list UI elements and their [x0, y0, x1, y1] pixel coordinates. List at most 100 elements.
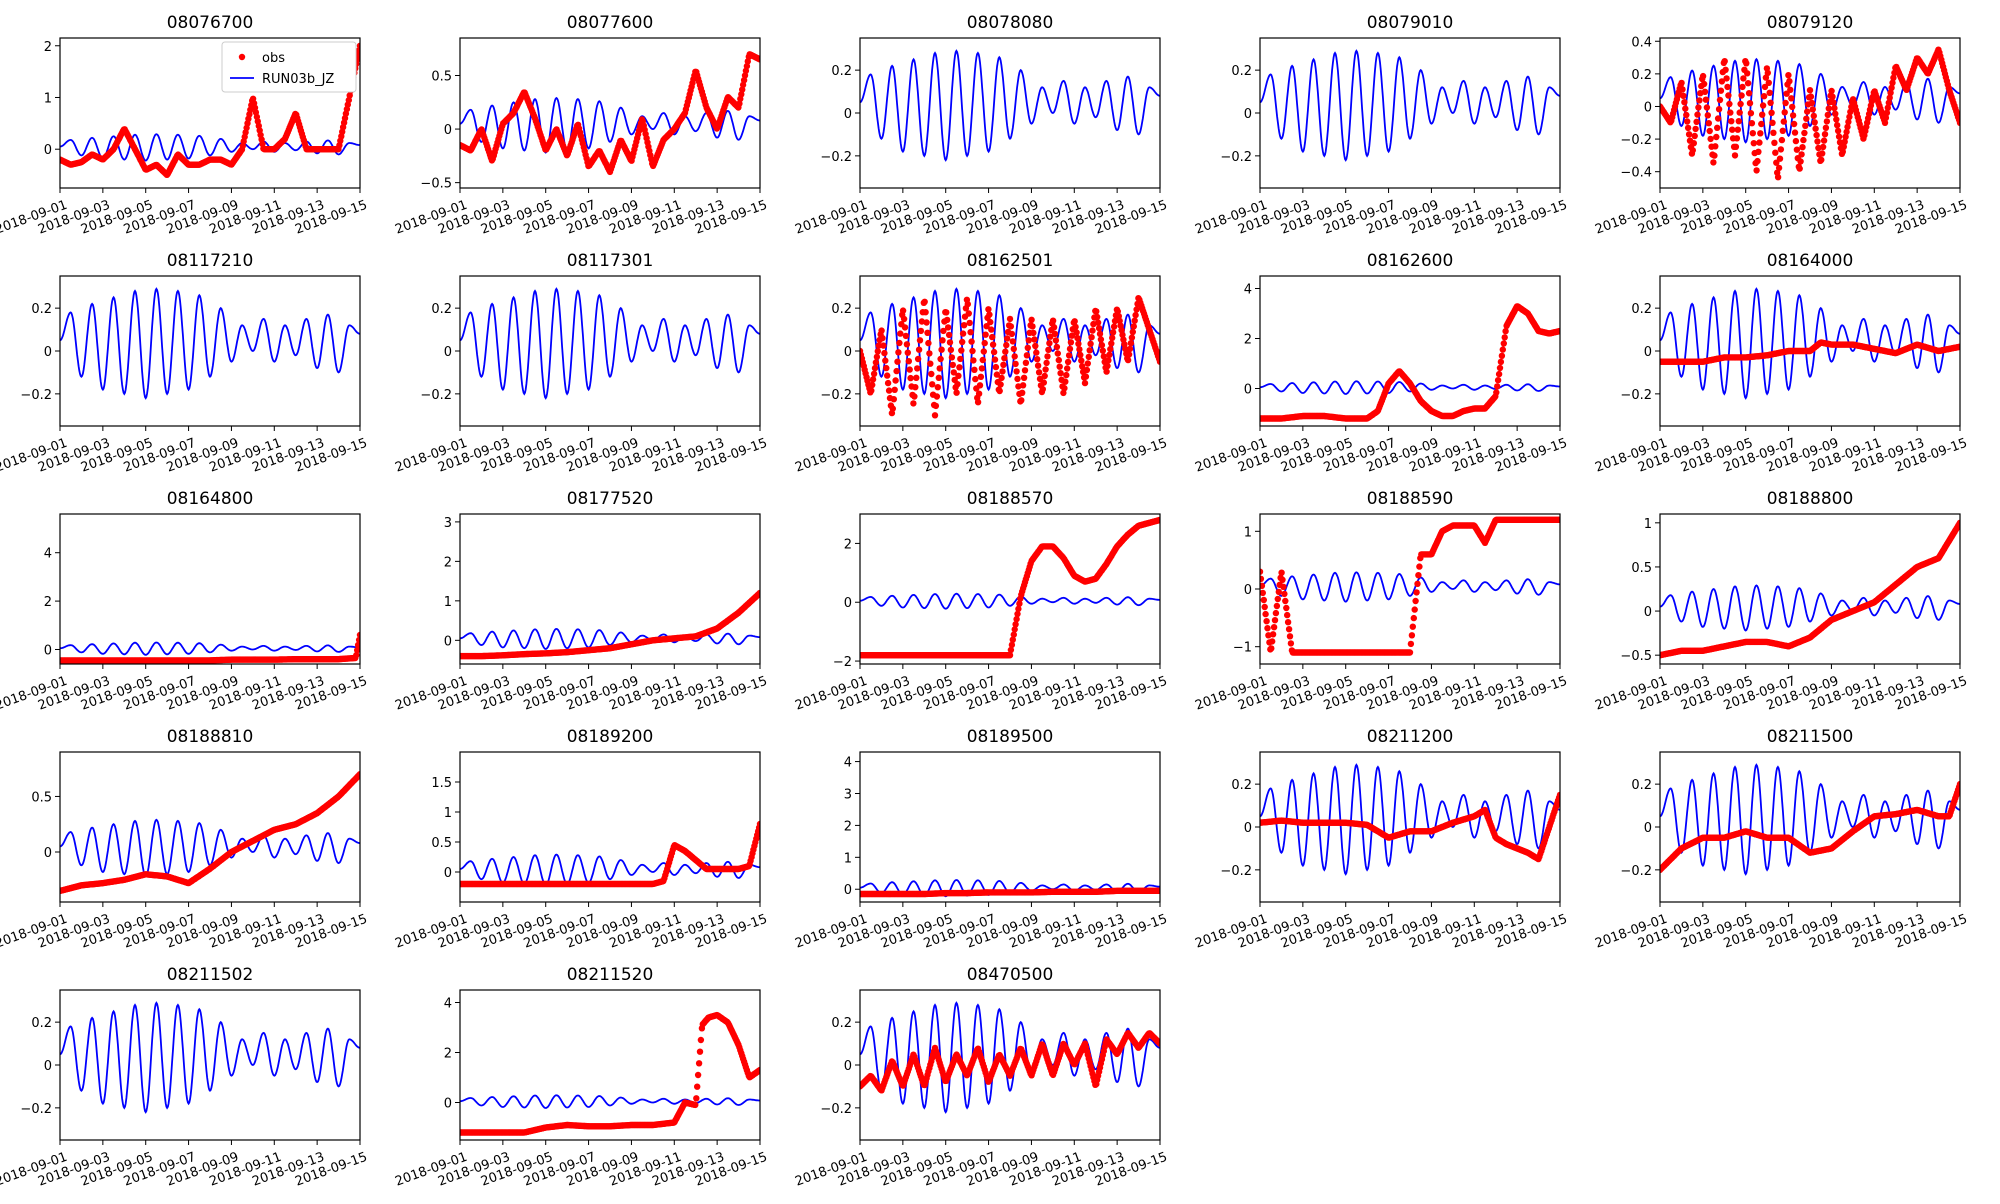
panel-08188570: 08188570−2022018-09-012018-09-032018-09-…: [793, 489, 1169, 714]
obs-point: [1099, 342, 1105, 348]
obs-point: [1493, 389, 1499, 395]
y-tick-label: 0: [444, 123, 452, 138]
obs-point: [985, 306, 991, 312]
obs-point: [1274, 603, 1280, 609]
obs-point: [1745, 80, 1751, 86]
y-tick-label: 3: [444, 516, 452, 531]
obs-point: [914, 365, 920, 371]
obs-point: [903, 333, 909, 339]
obs-point: [1103, 368, 1109, 374]
panel-08188800: 08188800−0.500.512018-09-012018-09-03201…: [1593, 489, 1969, 714]
obs-point: [1738, 92, 1744, 98]
obs-point: [1775, 174, 1781, 180]
obs-point: [1761, 93, 1767, 99]
obs-point: [1021, 375, 1027, 381]
y-tick-label: 2: [44, 40, 52, 55]
y-tick-label: 0: [844, 107, 852, 122]
y-tick-label: 0: [1244, 383, 1252, 398]
obs-point: [1802, 123, 1808, 129]
obs-point: [1714, 125, 1720, 131]
axes-frame: [860, 752, 1160, 902]
obs-point: [1288, 640, 1294, 646]
y-tick-label: 0: [444, 345, 452, 360]
obs-point: [966, 310, 972, 316]
y-tick-label: −1: [1233, 641, 1252, 656]
panel-08177520: 0817752001232018-09-012018-09-032018-09-…: [393, 489, 769, 714]
obs-point: [1088, 334, 1094, 340]
obs-point: [1739, 84, 1745, 90]
obs-point: [944, 317, 950, 323]
obs-point: [943, 309, 949, 315]
obs-point: [1035, 363, 1041, 369]
obs-point: [970, 357, 976, 363]
obs-point: [972, 376, 978, 382]
obs-point: [1702, 89, 1708, 95]
obs-point: [1054, 344, 1060, 350]
axes-frame: [1660, 514, 1960, 664]
obs-series: [457, 51, 763, 175]
y-tick-label: 0: [44, 345, 52, 360]
obs-point: [1056, 357, 1062, 363]
obs-point: [1066, 352, 1072, 358]
panel-title: 08164800: [167, 489, 254, 509]
obs-point: [1737, 109, 1743, 115]
obs-point: [1710, 159, 1716, 165]
obs-point: [1130, 329, 1136, 335]
obs-point: [1494, 383, 1500, 389]
y-tick-label: 1: [444, 806, 452, 821]
model-series-line: [860, 51, 1160, 160]
obs-point: [1725, 92, 1731, 98]
obs-point: [925, 340, 931, 346]
y-tick-label: −0.2: [1620, 133, 1652, 148]
obs-point: [1076, 346, 1082, 352]
obs-point: [1777, 156, 1783, 162]
obs-point: [987, 319, 993, 325]
obs-point: [1835, 128, 1841, 134]
obs-point: [1087, 347, 1093, 353]
obs-point: [1729, 127, 1735, 133]
obs-point: [979, 365, 985, 371]
obs-point: [1083, 373, 1089, 379]
panel-08164000: 08164000−0.200.22018-09-012018-09-032018…: [1593, 251, 1969, 476]
obs-point: [1831, 105, 1837, 111]
obs-point: [1280, 584, 1286, 590]
y-tick-label: −0.5: [1620, 649, 1652, 664]
obs-point: [1002, 349, 1008, 355]
obs-point: [1074, 335, 1080, 341]
obs-point: [892, 387, 898, 393]
obs-point: [1792, 129, 1798, 135]
obs-point: [1270, 631, 1276, 637]
obs-point: [1735, 127, 1741, 133]
obs-point: [1767, 100, 1773, 106]
obs-point: [954, 381, 960, 387]
obs-point: [1271, 624, 1277, 630]
obs-point: [1801, 130, 1807, 136]
obs-point: [956, 364, 962, 370]
obs-point: [878, 327, 884, 333]
obs-point: [1063, 372, 1069, 378]
panel-title: 08177520: [567, 489, 654, 509]
obs-point: [999, 368, 1005, 374]
obs-point: [1759, 112, 1765, 118]
obs-point: [1075, 341, 1081, 347]
obs-point: [1262, 604, 1268, 610]
obs-point: [1025, 345, 1031, 351]
obs-point: [1682, 105, 1688, 111]
obs-point: [1785, 72, 1791, 78]
obs-point: [968, 338, 974, 344]
model-series-line: [1260, 51, 1560, 160]
obs-point: [1823, 125, 1829, 131]
obs-point: [1044, 353, 1050, 359]
obs-point: [1756, 139, 1762, 145]
obs-point: [1072, 318, 1078, 324]
y-tick-label: 0: [1644, 345, 1652, 360]
obs-series: [1657, 520, 1963, 659]
obs-point: [1814, 138, 1820, 144]
obs-point: [955, 373, 961, 379]
obs-point: [1820, 144, 1826, 150]
panel-08079120: 08079120−0.4−0.200.20.42018-09-012018-09…: [1593, 13, 1969, 238]
obs-point: [1061, 385, 1067, 391]
obs-point: [869, 382, 875, 388]
obs-point: [1728, 118, 1734, 124]
